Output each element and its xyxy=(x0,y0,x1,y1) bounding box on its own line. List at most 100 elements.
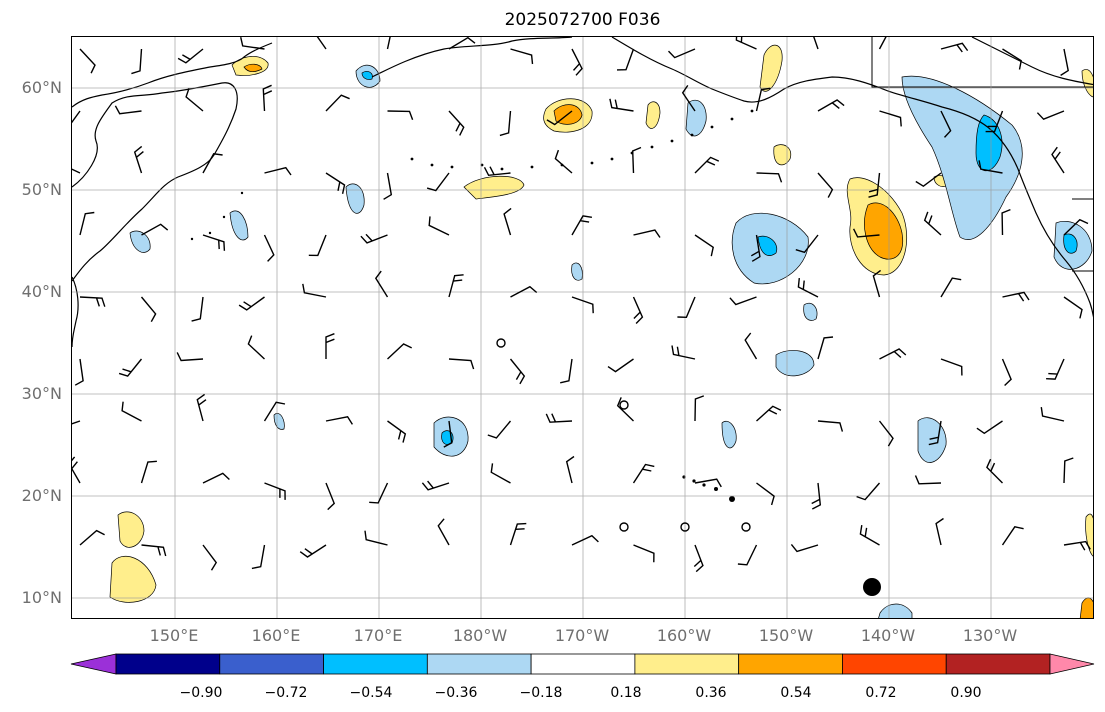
wind-barb xyxy=(817,172,834,198)
wind-barb xyxy=(1002,291,1030,302)
wind-barb xyxy=(263,234,275,262)
wind-barb xyxy=(1046,358,1065,380)
wind-barb xyxy=(308,234,327,257)
wind-barb xyxy=(421,480,450,491)
wind-barb xyxy=(978,160,1003,174)
wind-barb xyxy=(191,296,204,322)
colorbar-segment xyxy=(530,653,636,675)
wind-barb xyxy=(448,37,476,50)
wind-barb xyxy=(1002,48,1022,70)
lat-label-60n: 60°N xyxy=(21,78,62,97)
wind-barb xyxy=(325,333,335,359)
wind-barb xyxy=(813,37,819,50)
colorbar-tick: 0.36 xyxy=(695,685,727,701)
colorbar-segment xyxy=(634,653,740,675)
wind-barb xyxy=(263,401,286,422)
colorbar-tick: −0.54 xyxy=(349,685,393,701)
wind-barb xyxy=(114,105,142,115)
wind-barb xyxy=(374,270,389,298)
wind-barb xyxy=(872,269,882,298)
wind-barb xyxy=(387,343,413,360)
wind-barb xyxy=(879,348,907,360)
wind-barb xyxy=(915,172,942,188)
location-marker xyxy=(863,578,881,596)
wind-barb xyxy=(985,110,1004,133)
colorbar-extend-max xyxy=(1049,653,1095,675)
wind-barb xyxy=(251,544,266,570)
wind-barb xyxy=(238,296,265,311)
colorbar-tick: −0.18 xyxy=(519,685,563,701)
wind-barb xyxy=(940,42,969,53)
wind-barb xyxy=(790,543,819,553)
wind-barb xyxy=(325,416,353,425)
wind-barb xyxy=(795,234,819,254)
map-title: 2025072700 F036 xyxy=(504,10,661,30)
lat-label-20n: 20°N xyxy=(21,486,62,505)
wind-barb xyxy=(302,283,327,298)
wind-barb xyxy=(79,529,105,546)
lat-label-10n: 10°N xyxy=(21,588,62,607)
wind-barb xyxy=(737,544,758,566)
coastlines xyxy=(72,37,1093,348)
wind-barb xyxy=(1051,146,1065,174)
wind-barb xyxy=(940,110,952,138)
wind-barb xyxy=(79,296,106,307)
wind-barb xyxy=(510,285,538,298)
wind-barb xyxy=(185,88,204,112)
wind-barb xyxy=(631,146,642,174)
lon-label-160e: 160°E xyxy=(251,626,301,645)
colorbar-tick: 0.72 xyxy=(865,685,897,701)
wind-barb xyxy=(428,216,450,236)
wind-barb xyxy=(72,456,81,484)
wind-barb xyxy=(671,345,696,360)
wind-barb xyxy=(976,420,1003,435)
lon-label-180w: 180°W xyxy=(452,626,508,645)
wind-barb xyxy=(632,296,644,324)
colorbar-segment xyxy=(738,653,843,675)
wind-barb xyxy=(571,48,583,76)
wind-barb xyxy=(202,234,226,251)
wind-barb xyxy=(360,233,388,244)
lon-label-150w: 150°W xyxy=(758,626,814,645)
wind-barb xyxy=(571,296,594,314)
wind-barb xyxy=(141,223,169,236)
wind-barb xyxy=(616,397,634,422)
colorbar-segment xyxy=(219,653,324,675)
wind-barbs xyxy=(72,37,1091,573)
wind-barb xyxy=(797,278,819,298)
wind-barb xyxy=(131,48,143,75)
wind-barb xyxy=(940,277,962,298)
wind-barb xyxy=(118,358,143,377)
wind-barb xyxy=(546,110,573,126)
wind-barb xyxy=(247,335,265,360)
map-panel xyxy=(71,36,1094,619)
wind-barb xyxy=(633,544,655,563)
wind-barb xyxy=(681,85,696,112)
wind-barb xyxy=(756,172,783,183)
shaded-fields xyxy=(109,44,1093,618)
wind-barb xyxy=(240,37,265,50)
wind-barb xyxy=(79,48,96,74)
wind-barb xyxy=(756,482,775,506)
wind-barb xyxy=(364,530,388,546)
wind-barb xyxy=(616,48,635,71)
graticule xyxy=(72,37,1093,618)
wind-barb xyxy=(140,296,157,323)
wind-barb xyxy=(509,522,527,546)
wind-barb xyxy=(202,544,218,571)
wind-barb xyxy=(483,166,511,177)
lon-label-150e: 150°E xyxy=(149,626,199,645)
colorbar-tick: −0.90 xyxy=(179,685,223,701)
colorbar-tick: 0.18 xyxy=(610,685,642,701)
wind-barb xyxy=(694,395,705,422)
wind-barb xyxy=(1040,406,1065,422)
wind-barb xyxy=(1063,457,1074,484)
wind-barb xyxy=(72,168,81,174)
wind-barb xyxy=(196,393,207,422)
wind-barb xyxy=(545,413,573,423)
wind-barb xyxy=(448,110,465,136)
wind-barb xyxy=(856,482,881,501)
wind-barb xyxy=(755,87,771,112)
lon-label-140w: 140°W xyxy=(860,626,916,645)
wind-barb xyxy=(72,110,81,124)
